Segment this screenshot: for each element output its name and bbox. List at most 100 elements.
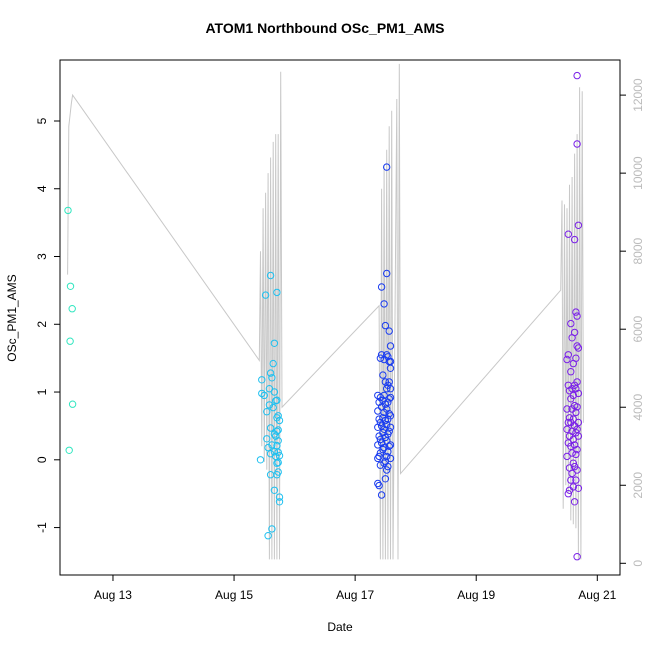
scatter-point	[574, 221, 583, 230]
scatter-point	[258, 389, 266, 398]
scatter-point	[275, 498, 284, 506]
y2-tick-label: 4000	[631, 394, 645, 421]
scatter-point	[386, 441, 395, 449]
scatter-point	[379, 371, 387, 379]
scatter-point	[573, 403, 581, 411]
scatter-point	[270, 339, 279, 347]
scatter-point	[384, 448, 392, 456]
scatter-point	[569, 391, 577, 400]
scatter-point	[383, 385, 391, 393]
x-tick-label: Aug 21	[578, 588, 616, 602]
scatter-point	[572, 450, 580, 459]
scatter-point	[570, 328, 579, 337]
scatter-point	[266, 424, 275, 432]
scatter-point	[384, 462, 392, 471]
scatter-point	[386, 385, 395, 393]
scatter-point	[270, 388, 279, 396]
scatter-point	[266, 369, 275, 377]
scatter-point	[68, 400, 77, 408]
y-tick-label: 4	[35, 185, 49, 192]
scatter-point	[256, 456, 265, 464]
scatter-point	[383, 452, 391, 461]
plot-frame	[59, 59, 621, 576]
scatter-point	[572, 354, 580, 362]
scatter-point	[386, 364, 395, 372]
scatter-point	[572, 308, 580, 316]
scatter-point	[569, 483, 577, 491]
scatter-point	[567, 442, 575, 450]
scatter-point	[573, 445, 581, 454]
x-axis-label: Date	[327, 620, 353, 634]
scatter-point	[567, 368, 575, 376]
scatter-point	[268, 441, 276, 449]
scatter-point	[386, 393, 395, 402]
scatter-point	[385, 410, 393, 418]
scatter-point	[383, 269, 391, 278]
scatter-point	[568, 449, 576, 457]
scatter-point	[274, 468, 282, 476]
scatter-point	[573, 425, 581, 433]
scatter-point	[381, 321, 390, 330]
scatter-point	[574, 344, 583, 352]
scatter-point	[573, 466, 581, 474]
scatter-point	[563, 355, 571, 364]
scatter-point	[264, 532, 272, 540]
y2-tick-label: 12000	[631, 78, 645, 112]
scatter-point	[272, 452, 280, 461]
y-tick-label: 0	[35, 456, 49, 463]
scatter-point	[381, 400, 390, 408]
y2-tick-label: 6000	[631, 316, 645, 343]
scatter-point	[273, 288, 281, 297]
scatter-point	[274, 412, 282, 420]
scatter-point	[570, 498, 579, 506]
scatter-point	[385, 378, 393, 386]
scatter-point	[564, 490, 572, 498]
scatter-point	[375, 452, 383, 461]
scatter-point	[573, 140, 581, 148]
scatter-point	[376, 461, 385, 469]
scatter-point	[569, 415, 577, 423]
scatter-point	[385, 327, 393, 335]
scatter-point	[574, 418, 583, 427]
y-tick-label: 2	[35, 321, 49, 328]
scatter-point	[266, 271, 275, 280]
scatter-point	[274, 437, 282, 445]
scatter-point	[564, 351, 572, 359]
scatter-point	[65, 446, 73, 454]
scatter-point	[569, 435, 577, 444]
scatter-point	[265, 385, 274, 393]
scatter-point	[574, 389, 583, 398]
y2-tick-label: 0	[631, 560, 645, 567]
scatter-point	[383, 351, 391, 359]
scatter-point	[263, 408, 271, 416]
x-tick-label: Aug 17	[336, 588, 374, 602]
scatter-point	[386, 423, 395, 431]
scatter-point	[381, 475, 390, 483]
scatter-point	[564, 230, 572, 238]
scatter-point	[572, 408, 580, 417]
scatter-point	[383, 466, 391, 474]
y2-tick-label: 2000	[631, 472, 645, 499]
scatter-point	[573, 312, 581, 320]
x-tick-label: Aug 13	[94, 588, 132, 602]
scatter-point	[275, 416, 284, 425]
scatter-point	[270, 486, 279, 494]
scatter-point	[273, 427, 281, 435]
scatter-point	[275, 452, 284, 460]
scatter-point	[266, 471, 275, 479]
scatter-point	[572, 476, 580, 484]
scatter-point	[383, 163, 391, 171]
scatter-point	[567, 476, 575, 484]
scatter-point	[377, 491, 386, 499]
scatter-point	[68, 305, 76, 313]
scatter-point	[386, 412, 395, 420]
scatter-point	[573, 378, 581, 386]
scatter-point	[273, 441, 281, 450]
x-tick-label: Aug 19	[457, 588, 495, 602]
scatter-point	[563, 405, 571, 413]
scatter-point	[260, 391, 268, 400]
scatter-point	[568, 469, 576, 478]
scatter-point	[268, 374, 276, 382]
scatter-point	[66, 337, 74, 345]
